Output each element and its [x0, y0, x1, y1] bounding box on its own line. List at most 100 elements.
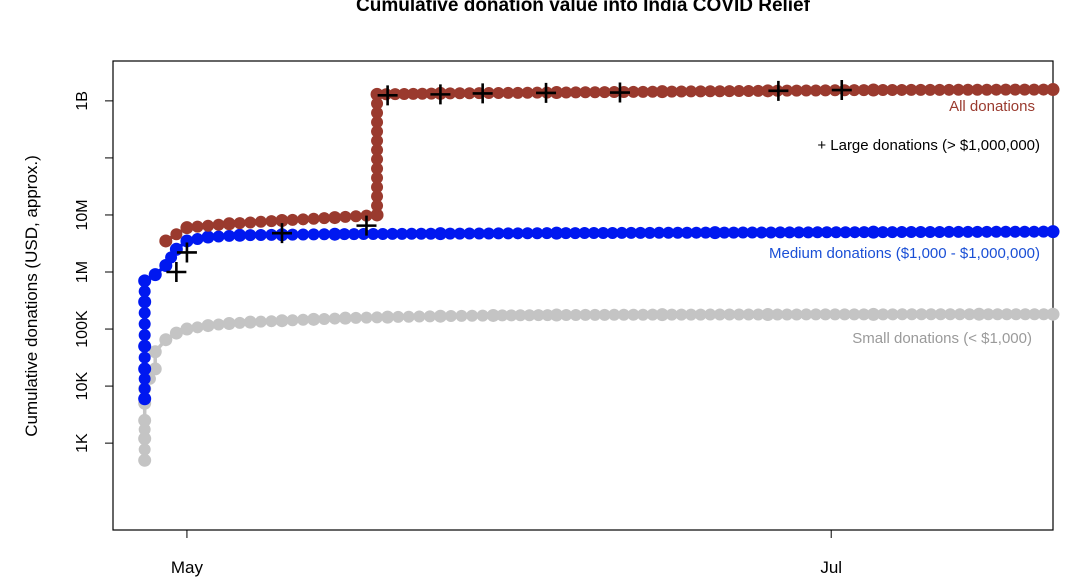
data-point — [349, 311, 362, 324]
data-point — [952, 225, 965, 238]
data-point — [138, 453, 152, 467]
data-point — [934, 308, 947, 321]
data-point — [191, 233, 204, 246]
data-point — [961, 225, 974, 238]
data-point — [895, 226, 908, 239]
data-point — [598, 308, 611, 321]
data-point — [396, 227, 409, 240]
data-point — [371, 106, 384, 119]
data-point — [858, 226, 871, 239]
data-point — [905, 226, 918, 239]
data-point — [752, 84, 765, 97]
data-point — [407, 87, 420, 100]
data-point — [811, 226, 824, 239]
data-point — [318, 212, 331, 225]
data-point — [367, 228, 380, 241]
large-donation-point — [166, 262, 187, 283]
large-donation-point — [831, 80, 852, 101]
legend: All donations + Large donations (> $1,000… — [769, 98, 1040, 347]
data-point — [1010, 308, 1023, 321]
data-point — [307, 312, 321, 326]
data-point — [694, 308, 707, 321]
data-point — [752, 308, 765, 321]
data-point — [265, 315, 278, 328]
data-point — [297, 213, 310, 226]
legend-label: + Large donations (> $1,000,000) — [817, 137, 1040, 154]
data-point — [643, 226, 656, 239]
data-point — [169, 242, 183, 256]
data-point — [502, 86, 515, 99]
x-tick-label: Jul — [820, 558, 842, 577]
large-donation-point — [430, 84, 451, 105]
data-point — [971, 225, 984, 238]
data-point — [569, 227, 582, 240]
data-point — [1037, 308, 1050, 321]
series-2 — [159, 83, 1060, 248]
data-point — [617, 308, 630, 321]
data-point — [972, 307, 986, 321]
data-point — [690, 226, 703, 239]
data-point — [531, 227, 544, 240]
data-point — [540, 227, 553, 240]
data-point — [222, 317, 236, 331]
data-point — [138, 413, 152, 427]
data-point — [792, 226, 805, 239]
data-point — [201, 230, 215, 244]
data-point — [675, 85, 688, 98]
data-point — [433, 309, 447, 323]
data-point — [463, 87, 476, 100]
data-point — [265, 215, 278, 228]
data-point — [398, 87, 411, 100]
data-point — [615, 226, 628, 239]
data-point — [486, 308, 500, 322]
data-point — [138, 285, 151, 298]
x-tick-label: May — [171, 558, 204, 577]
data-point — [718, 226, 731, 239]
data-point — [307, 212, 320, 225]
data-point — [569, 308, 582, 321]
data-point — [371, 153, 384, 166]
data-point — [159, 234, 173, 248]
data-point — [606, 226, 619, 239]
data-point — [502, 227, 515, 240]
data-point — [392, 310, 405, 323]
data-point — [781, 308, 794, 321]
data-point — [138, 339, 152, 353]
data-point — [550, 226, 564, 240]
data-point — [180, 221, 194, 235]
data-point — [820, 226, 833, 239]
data-point — [376, 227, 389, 240]
data-point — [405, 227, 418, 240]
data-point — [453, 227, 466, 240]
data-point — [297, 313, 310, 326]
data-point — [138, 423, 151, 436]
data-point — [1009, 83, 1022, 96]
data-point — [1028, 308, 1041, 321]
data-point — [560, 86, 573, 99]
data-point — [550, 86, 564, 100]
data-point — [511, 227, 524, 240]
data-point — [771, 308, 784, 321]
data-point — [713, 85, 726, 98]
data-point — [371, 190, 384, 203]
data-point — [857, 308, 870, 321]
data-point — [463, 227, 476, 240]
data-point — [1000, 308, 1013, 321]
data-point — [482, 227, 495, 240]
data-point — [138, 329, 151, 342]
data-point — [876, 226, 889, 239]
data-point — [579, 86, 592, 99]
data-point — [800, 84, 813, 97]
data-point — [866, 83, 880, 97]
data-point — [943, 83, 956, 96]
data-point — [746, 226, 759, 239]
data-point — [627, 85, 640, 98]
data-point — [455, 309, 468, 322]
data-point — [866, 307, 880, 321]
data-point — [587, 227, 600, 240]
data-point — [371, 116, 384, 129]
data-point — [170, 228, 183, 241]
data-point — [138, 362, 152, 376]
data-point — [608, 308, 621, 321]
